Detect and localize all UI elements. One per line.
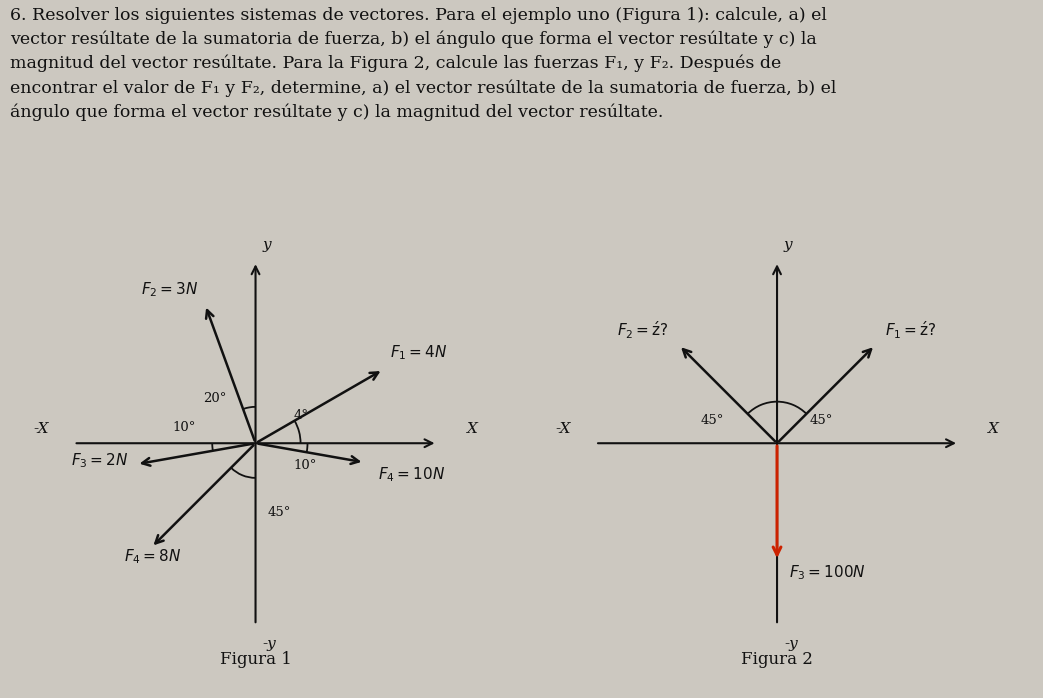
Text: y: y: [263, 238, 271, 252]
Text: -X: -X: [33, 422, 49, 436]
Text: $F_2 = \mathrm{\acute{z}}?$: $F_2 = \mathrm{\acute{z}}?$: [617, 320, 669, 341]
Text: $F_3 = 2N$: $F_3 = 2N$: [71, 452, 128, 470]
Text: X: X: [467, 422, 478, 436]
Text: $F_1 = \mathrm{\acute{z}}?$: $F_1 = \mathrm{\acute{z}}?$: [886, 320, 937, 341]
Text: y: y: [784, 238, 793, 252]
Text: 45°: 45°: [701, 414, 724, 427]
Text: 4°: 4°: [294, 409, 309, 422]
Text: $F_3 = 100N$: $F_3 = 100N$: [790, 564, 866, 583]
Text: Figura 1: Figura 1: [220, 651, 291, 669]
Text: 10°: 10°: [172, 421, 196, 434]
Text: $F_4 = 8N$: $F_4 = 8N$: [124, 547, 181, 566]
Text: $F_1 = 4N$: $F_1 = 4N$: [390, 343, 447, 362]
Text: 10°: 10°: [294, 459, 317, 473]
Text: -y: -y: [263, 637, 276, 651]
Text: 45°: 45°: [810, 414, 833, 427]
Text: 20°: 20°: [203, 392, 227, 405]
Text: 45°: 45°: [268, 506, 291, 519]
Text: 6. Resolver los siguientes sistemas de vectores. Para el ejemplo uno (Figura 1):: 6. Resolver los siguientes sistemas de v…: [10, 7, 836, 121]
Text: $F_4 = 10N$: $F_4 = 10N$: [379, 466, 445, 484]
Text: X: X: [989, 422, 999, 436]
Text: $F_2 = 3N$: $F_2 = 3N$: [141, 281, 198, 299]
Text: Figura 2: Figura 2: [742, 651, 812, 669]
Text: -X: -X: [555, 422, 571, 436]
Text: -y: -y: [784, 637, 798, 651]
